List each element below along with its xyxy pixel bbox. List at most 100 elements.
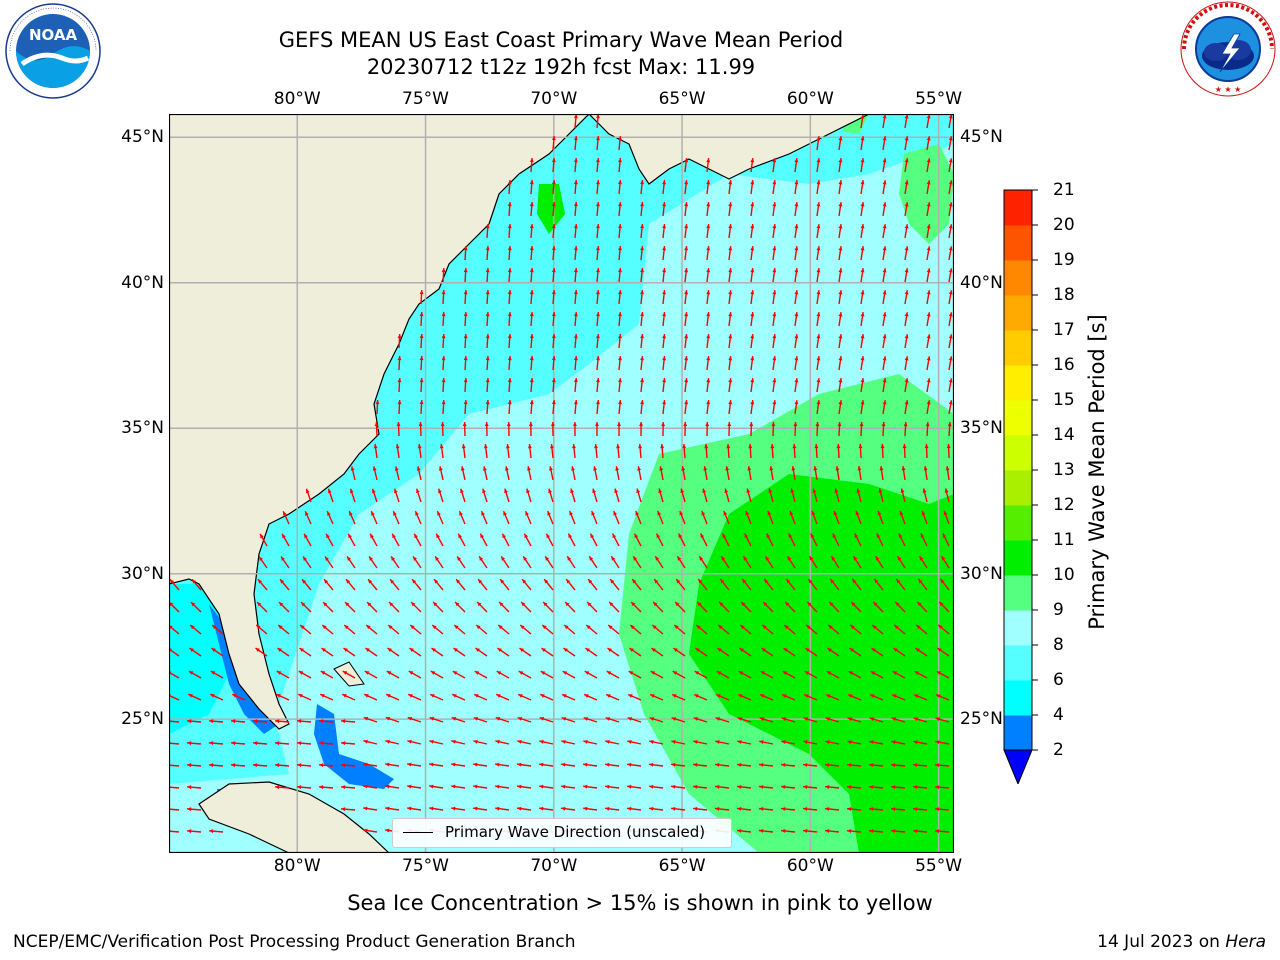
wave-direction-arrowhead (507, 334, 512, 339)
wave-direction-arrowhead (209, 829, 214, 834)
wave-direction-arrowhead (803, 785, 808, 789)
wave-direction-arrowhead (662, 180, 667, 185)
wave-direction-arrowhead (595, 180, 600, 185)
wave-direction-arrowhead (605, 784, 610, 789)
wave-direction-arrowhead (297, 785, 302, 790)
wave-direction-arrowhead (808, 578, 813, 584)
wave-direction-arrowhead (913, 829, 918, 834)
wave-direction-arrowhead (926, 136, 931, 141)
wave-direction-arrowhead (416, 488, 420, 494)
wave-direction-arrowhead (879, 466, 884, 471)
wave-direction-arrowhead (680, 488, 685, 493)
wave-direction-arrowhead (743, 556, 748, 561)
wave-direction-arrowhead (573, 378, 578, 383)
wave-direction-arrowhead (324, 579, 329, 584)
wave-direction-arrowhead (914, 671, 920, 675)
wave-direction-arrowhead (503, 511, 507, 516)
wave-direction-arrowhead (628, 671, 634, 675)
wave-direction-arrowhead (327, 511, 331, 516)
wave-direction-arrowhead (882, 158, 887, 163)
wave-direction-arrowhead (371, 488, 376, 494)
wave-direction-arrowhead (926, 268, 931, 273)
wave-direction-arrowhead (595, 378, 600, 383)
wave-direction-arrowhead (767, 510, 772, 516)
lat-tick-label: 35°N (121, 418, 164, 439)
wave-direction-arrowhead (392, 533, 396, 539)
wave-direction-arrowhead (882, 202, 887, 207)
wave-direction-arrowhead (825, 717, 831, 721)
wave-direction-arrowhead (935, 829, 940, 834)
wave-direction-arrowhead (728, 202, 733, 207)
wave-direction-arrowhead (881, 422, 886, 427)
wave-direction-arrowhead (275, 719, 280, 724)
wave-direction-arrowhead (922, 488, 927, 493)
wave-direction-arrowhead (611, 556, 616, 561)
wave-direction-arrowhead (495, 762, 500, 767)
wave-direction-arrowhead (852, 578, 857, 584)
wave-direction-arrowhead (507, 312, 512, 317)
wave-direction-arrowhead (474, 671, 480, 675)
wave-direction-arrowhead (854, 533, 859, 538)
wave-direction-arrowhead (792, 444, 797, 449)
wave-direction-arrowhead (694, 694, 699, 698)
wave-direction-arrowhead (572, 422, 577, 427)
wave-direction-arrowhead (847, 829, 852, 833)
wave-direction-arrowhead (851, 601, 856, 607)
wave-direction-arrowhead (341, 719, 346, 724)
wave-direction-arrowhead (825, 740, 830, 745)
wave-direction-arrowhead (551, 158, 556, 163)
wave-direction-arrowhead (825, 763, 830, 767)
wave-direction-arrowhead (875, 556, 880, 561)
wave-direction-arrowhead (828, 624, 833, 630)
wave-direction-arrowhead (926, 246, 931, 251)
wave-direction-arrowhead (649, 740, 654, 744)
wave-direction-arrowhead (891, 829, 896, 834)
wave-direction-arrowhead (373, 444, 378, 449)
wave-direction-arrowhead (474, 694, 479, 698)
wave-direction-arrowhead (583, 739, 588, 744)
wave-direction-arrowhead (810, 533, 815, 538)
wave-direction-arrowhead (772, 312, 777, 317)
wave-direction-arrowhead (327, 488, 332, 494)
lon-tick-label: 65°W (658, 856, 706, 876)
wave-direction-arrowhead (517, 784, 522, 789)
wave-direction-arrowhead (700, 533, 705, 539)
wave-direction-arrowhead (640, 268, 644, 273)
wave-direction-arrowhead (706, 312, 711, 317)
wave-direction-arrowhead (726, 444, 731, 449)
wave-direction-arrowhead (363, 784, 368, 789)
wave-direction-arrowhead (587, 602, 592, 607)
wave-direction-arrowhead (715, 717, 721, 721)
wave-direction-arrowhead (924, 444, 929, 449)
wave-direction-arrowhead (551, 224, 556, 229)
period-band-9-10-nova-scotia (899, 144, 954, 244)
colorbar-bin (1004, 715, 1032, 751)
colorbar-tick-label: 20 (1053, 215, 1075, 235)
wave-direction-arrowhead (507, 246, 512, 251)
wave-direction-arrowhead (706, 334, 711, 339)
wave-direction-arrowhead (408, 694, 413, 698)
footer-date-text: 14 Jul 2023 on (1097, 932, 1226, 952)
wave-direction-arrowhead (529, 400, 534, 405)
wave-direction-arrowhead (671, 740, 676, 744)
wave-direction-arrowhead (748, 444, 753, 449)
wave-direction-arrowhead (397, 356, 402, 361)
wave-direction-arrowhead (504, 488, 508, 494)
wave-direction-arrowhead (831, 556, 836, 561)
wave-direction-arrowhead (869, 829, 874, 834)
wave-direction-arrowhead (348, 533, 352, 539)
wave-direction-arrowhead (595, 422, 599, 427)
wave-direction-arrowhead (297, 719, 302, 724)
wave-direction-arrowhead (387, 648, 392, 652)
wave-direction-arrowhead (389, 602, 394, 607)
legend-label: Primary Wave Direction (unscaled) (445, 823, 706, 841)
wave-direction-arrowhead (672, 694, 677, 698)
wave-direction-arrowhead (786, 579, 791, 584)
wave-direction-arrowhead (901, 466, 906, 471)
colorbar-tick-label: 10 (1053, 565, 1075, 585)
wave-direction-arrowhead (371, 511, 375, 516)
wave-direction-arrowhead (948, 246, 953, 251)
wave-direction-arrow (169, 742, 180, 745)
wave-direction-arrowhead (684, 312, 689, 317)
wave-direction-arrowhead (429, 784, 434, 789)
